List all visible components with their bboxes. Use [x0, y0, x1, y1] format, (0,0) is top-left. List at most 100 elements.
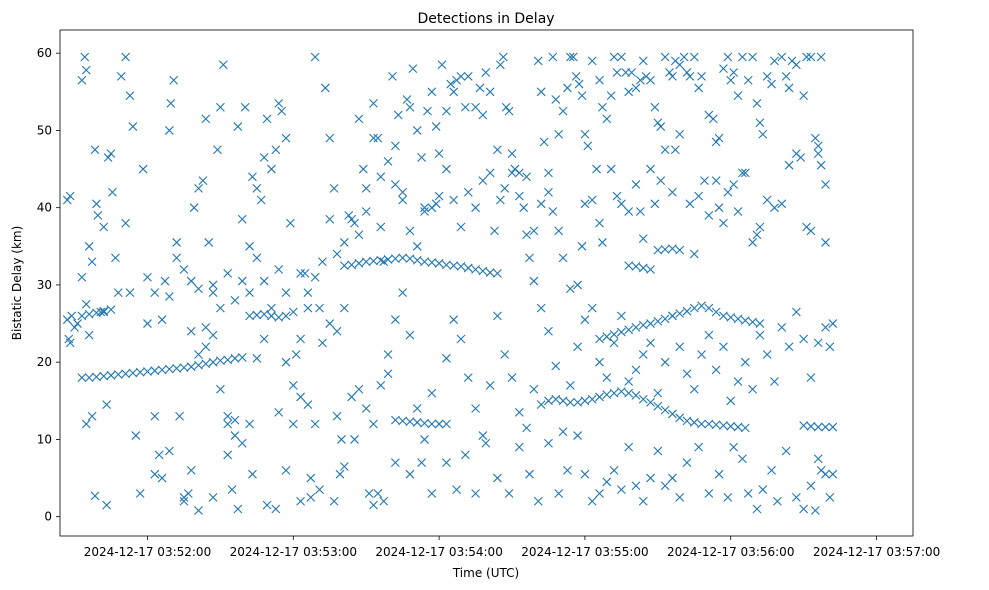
- data-point: [740, 423, 750, 433]
- data-point: [638, 56, 648, 66]
- data-point: [442, 353, 451, 363]
- data-point: [595, 218, 604, 228]
- data-point: [233, 504, 243, 514]
- data-point: [544, 438, 553, 448]
- data-point: [281, 133, 291, 143]
- data-point: [135, 367, 145, 377]
- data-point: [536, 199, 546, 209]
- data-point: [602, 390, 612, 400]
- data-point: [565, 380, 575, 390]
- data-point: [325, 319, 335, 328]
- data-point: [369, 99, 378, 108]
- data-point: [259, 153, 269, 162]
- data-point: [230, 431, 240, 440]
- x-tick-label: 2024-12-17 03:56:00: [667, 545, 794, 559]
- data-point: [106, 370, 116, 380]
- data-point: [675, 342, 685, 352]
- data-point: [460, 102, 470, 112]
- data-point: [143, 319, 152, 328]
- data-point: [791, 149, 801, 158]
- data-point: [733, 207, 743, 216]
- data-point: [125, 91, 135, 101]
- data-point: [821, 180, 830, 189]
- data-point: [689, 52, 699, 62]
- data-point: [288, 380, 298, 390]
- data-point: [164, 364, 174, 374]
- data-point: [682, 306, 692, 316]
- data-point: [558, 106, 568, 116]
- data-point: [335, 469, 345, 479]
- data-point: [90, 491, 100, 501]
- data-point: [233, 122, 243, 131]
- data-point: [668, 409, 677, 419]
- data-point: [160, 276, 170, 286]
- data-point: [577, 91, 587, 101]
- data-point: [544, 396, 553, 406]
- data-point: [624, 261, 634, 271]
- data-point: [463, 71, 473, 81]
- data-point: [816, 160, 826, 170]
- data-point: [102, 500, 112, 510]
- x-axis-ticks: 2024-12-17 03:52:00 2024-12-17 03:53:00 20…: [84, 536, 940, 559]
- data-point: [646, 473, 655, 483]
- data-point: [685, 71, 695, 81]
- data-point: [675, 60, 685, 70]
- data-point: [813, 338, 823, 348]
- data-point: [201, 323, 211, 332]
- data-point: [111, 253, 120, 263]
- data-point: [485, 168, 495, 178]
- data-point: [825, 492, 835, 502]
- data-point: [748, 238, 757, 247]
- data-point: [92, 308, 101, 318]
- data-point: [806, 421, 816, 431]
- data-point: [726, 396, 736, 406]
- data-point: [609, 338, 619, 348]
- data-point: [682, 68, 692, 77]
- data-point: [802, 52, 811, 62]
- data-point: [770, 377, 779, 386]
- data-point: [631, 262, 641, 271]
- y-axis-label: Bistatic Delay (km): [10, 226, 24, 341]
- data-point: [267, 303, 276, 313]
- data-point: [347, 260, 357, 270]
- data-point: [281, 311, 291, 321]
- data-point: [431, 122, 441, 131]
- data-point: [784, 83, 794, 93]
- data-point: [565, 284, 575, 294]
- data-point: [609, 52, 619, 62]
- data-point: [525, 469, 534, 479]
- y-tick-label: 10: [37, 432, 52, 446]
- data-point: [237, 353, 247, 362]
- data-point: [548, 52, 558, 62]
- data-point: [339, 462, 349, 471]
- data-point: [668, 244, 677, 254]
- data-point: [806, 373, 816, 383]
- data-point: [361, 404, 371, 413]
- data-point: [81, 65, 91, 75]
- data-point: [573, 342, 583, 352]
- data-point: [277, 106, 287, 116]
- data-point: [73, 319, 82, 328]
- data-point: [128, 368, 138, 378]
- data-point: [398, 288, 408, 298]
- data-point: [84, 241, 94, 251]
- data-point: [223, 419, 233, 429]
- data-point: [166, 99, 176, 108]
- data-point: [758, 129, 768, 139]
- data-point: [635, 207, 645, 216]
- data-point: [194, 183, 203, 193]
- data-point: [201, 359, 211, 369]
- data-point: [198, 176, 208, 186]
- data-point: [186, 465, 196, 475]
- data-point: [606, 164, 616, 174]
- data-point: [347, 214, 357, 224]
- data-point: [412, 126, 422, 135]
- data-point: [551, 95, 561, 104]
- data-point: [646, 164, 655, 174]
- data-point: [738, 168, 747, 178]
- data-point: [434, 258, 444, 268]
- data-point: [638, 350, 648, 359]
- data-point: [442, 260, 451, 270]
- data-point: [296, 268, 305, 278]
- data-point: [616, 327, 626, 337]
